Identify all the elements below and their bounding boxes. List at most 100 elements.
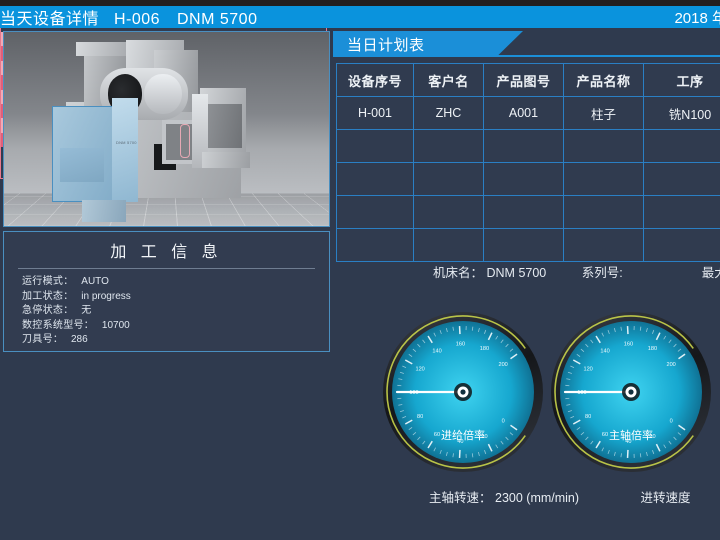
processing-info-panel: 加 工 信 息 运行模式： AUTO 加工状态： in progress 急停状… [3, 231, 330, 352]
info-value: 286 [70, 334, 88, 345]
tab-today-plan[interactable]: 当日计划表 [333, 31, 523, 57]
table-cell: 铣N100 [643, 96, 720, 130]
gauge-label: 进给倍率 [441, 428, 485, 442]
table-header-row: 设备序号 客户名 产品图号 产品名称 工序 [336, 63, 720, 97]
table-body: H-001 ZHC A001 柱子 铣N100 [336, 96, 720, 262]
info-row: 急停状态： 无 [22, 304, 329, 319]
info-row: 刀具号： 286 [22, 333, 329, 348]
machine-operator-screen [60, 148, 104, 182]
table-row[interactable] [336, 228, 720, 262]
table-row[interactable] [336, 195, 720, 229]
machine-panel-label: DNM 5700 [116, 140, 137, 145]
gauge-dial: 0 20 40 60 80 100 120 140 160 180 200 进给倍率 [383, 312, 543, 472]
gauge-tick-label: 180 [480, 346, 489, 352]
max-axis-label: 最大轴数 [701, 266, 720, 280]
tab-underline [333, 55, 720, 57]
feed-speed-label: 进转速度 [640, 491, 691, 505]
machine-render-image: DNM 5700 [4, 32, 329, 226]
table-cell: H-001 [336, 96, 414, 130]
serial-number-label: 系列号: [581, 266, 623, 280]
gauge-tick-label: 20 [649, 434, 655, 440]
gauge-tick-label: 0 [502, 418, 505, 424]
gauge-tick-label: 120 [583, 366, 592, 372]
gauge-tick-label: 80 [417, 414, 423, 420]
machine-cabinet-leg [82, 200, 126, 222]
table-cell [563, 129, 644, 163]
top-black-strip [0, 0, 720, 6]
gauge-tick-label: 60 [434, 432, 440, 438]
table-cell [563, 228, 644, 262]
table-cell [563, 162, 644, 196]
column-header: 产品图号 [483, 63, 564, 97]
title-divider [18, 268, 315, 269]
gauge-tick-label: 40 [457, 439, 463, 445]
machine-column-top [76, 42, 134, 56]
info-label: 刀具号： [22, 334, 64, 345]
table-row[interactable]: H-001 ZHC A001 柱子 铣N100 [336, 96, 720, 130]
gauge-tick-label: 60 [602, 432, 608, 438]
app-header-bar: 当天设备详情 H-006 DNM 5700 2018 年 [0, 6, 720, 28]
machine-model: DNM 5700 [177, 11, 258, 28]
machine-door-handle [180, 124, 190, 158]
table-cell [643, 195, 720, 229]
machine-identity-line: 机床名： DNM 5700 系列号: 最大轴数 [333, 262, 720, 281]
table-cell [643, 162, 720, 196]
column-header: 设备序号 [336, 63, 414, 97]
info-label: 急停状态： [22, 305, 74, 316]
info-value: AUTO [81, 276, 109, 287]
gauge-dial: 0 20 40 60 80 100 120 140 160 180 200 主轴倍率 [551, 312, 711, 472]
column-header: 工序 [643, 63, 720, 97]
gauge-tick-label: 180 [648, 346, 657, 352]
bottom-readout-line: 主轴转速： 2300 (mm/min) 进转速度 [333, 487, 720, 506]
info-row: 运行模式： AUTO [22, 275, 329, 290]
table-cell [413, 162, 484, 196]
table-cell [643, 228, 720, 262]
page-title: 当天设备详情 [0, 11, 100, 28]
gauge-tick-label: 0 [670, 418, 673, 424]
machine-operator-front [112, 98, 138, 202]
table-row[interactable] [336, 129, 720, 163]
spindle-speed-value: 2300 (mm/min) [495, 491, 580, 505]
info-row: 数控系统型号： 10700 [22, 319, 329, 334]
table-cell [336, 195, 414, 229]
machine-right-housing-inner [208, 104, 242, 148]
gauge-tick-label: 120 [415, 366, 424, 372]
tab-today-plan-label: 当日计划表 [347, 37, 425, 54]
equipment-code: H-006 [113, 11, 161, 28]
info-value: 10700 [101, 319, 130, 331]
table-row[interactable] [336, 162, 720, 196]
today-plan-table: 设备序号 客户名 产品图号 产品名称 工序 H-001 ZHC A001 柱子 铣N10… [336, 63, 720, 262]
table-cell: ZHC [413, 96, 484, 130]
info-value: 无 [81, 305, 92, 316]
gauge-tick-label: 20 [481, 434, 487, 440]
machine-name-value: DNM 5700 [486, 266, 547, 280]
info-value: in progress [81, 290, 131, 302]
column-header: 客户名 [413, 63, 484, 97]
processing-info-list: 运行模式： AUTO 加工状态： in progress 急停状态： 无 数控系… [4, 269, 329, 348]
gauge-tick-label: 140 [432, 349, 441, 355]
processing-info-title: 加 工 信 息 [110, 244, 223, 261]
table-cell [483, 195, 564, 229]
gauge-tick-label: 200 [666, 362, 675, 368]
spindle-speed-label: 主轴转速： [429, 491, 492, 505]
machine-tool-drum-inner-right [144, 74, 182, 114]
table-cell [336, 228, 414, 262]
gauge-tick-label: 100 [409, 390, 418, 396]
table-cell: A001 [483, 96, 564, 130]
gauge-tick-label: 160 [624, 341, 633, 347]
machine-render-panel: DNM 5700 [3, 31, 330, 227]
column-header: 产品名称 [563, 63, 644, 97]
machine-right-edge-panel [192, 94, 208, 168]
machine-chip-tray [202, 152, 250, 168]
info-row: 加工状态： in progress [22, 290, 329, 305]
table-cell [483, 129, 564, 163]
table-cell [563, 195, 644, 229]
gauge-tick-label: 200 [498, 362, 507, 368]
table-cell [643, 129, 720, 163]
gauge-tick-label: 140 [600, 349, 609, 355]
info-label: 数控系统型号： [22, 319, 95, 331]
table-cell [413, 129, 484, 163]
table-cell [413, 228, 484, 262]
gauge-spindle-override: 0 20 40 60 80 100 120 140 160 180 200 主轴倍率 [549, 310, 713, 474]
